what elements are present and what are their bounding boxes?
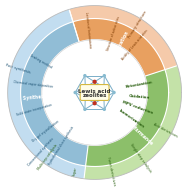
Polygon shape (73, 19, 165, 76)
Text: Conventional synthesis: Conventional synthesis (27, 137, 55, 167)
Circle shape (94, 91, 96, 94)
Text: Characterization: Characterization (105, 29, 130, 70)
Circle shape (84, 86, 86, 88)
Text: Acid derivatives: Acid derivatives (153, 122, 178, 138)
Text: Solid-state incorporation: Solid-state incorporation (16, 103, 53, 117)
Text: Catalytic performance: Catalytic performance (107, 104, 154, 146)
Circle shape (93, 102, 96, 105)
Text: Furan derivatives: Furan derivatives (106, 156, 116, 186)
Text: Chemical vapor deposition: Chemical vapor deposition (12, 81, 53, 89)
Text: MPV reduction: MPV reduction (121, 101, 153, 115)
Circle shape (84, 97, 86, 99)
Text: Post synthesis: Post synthesis (5, 63, 31, 75)
FancyBboxPatch shape (80, 84, 109, 101)
Text: Synthesis method: Synthesis method (22, 92, 70, 101)
Text: Single step catalysis: Single step catalysis (129, 143, 152, 174)
Circle shape (84, 108, 86, 110)
Polygon shape (8, 9, 86, 179)
Circle shape (84, 75, 86, 77)
Text: Ketonization: Ketonization (125, 80, 153, 89)
Text: Grafting method: Grafting method (29, 53, 52, 69)
Text: Sugar: Sugar (72, 166, 78, 177)
Text: Multistep catalysis: Multistep catalysis (36, 144, 58, 171)
Text: Hydrothermal direct synthesis: Hydrothermal direct synthesis (48, 125, 75, 166)
Text: Primary structure: Primary structure (127, 10, 147, 39)
Text: Location of heteroatoms: Location of heteroatoms (84, 12, 92, 49)
Polygon shape (42, 40, 147, 145)
Circle shape (103, 108, 105, 110)
Circle shape (103, 86, 105, 88)
Text: Isomerization: Isomerization (118, 108, 145, 129)
Circle shape (103, 75, 105, 77)
Text: zeolites: zeolites (82, 93, 107, 98)
Text: Dry gel crystallization: Dry gel crystallization (31, 119, 60, 143)
Text: Structure of active sites: Structure of active sites (106, 15, 121, 51)
Polygon shape (69, 5, 177, 70)
Circle shape (113, 91, 115, 94)
Polygon shape (8, 5, 182, 179)
Polygon shape (86, 70, 169, 167)
Polygon shape (21, 22, 88, 166)
Text: Oxidation: Oxidation (129, 94, 150, 99)
Polygon shape (84, 66, 182, 179)
Text: Acidity of Lewis acid sites: Acidity of Lewis acid sites (121, 29, 149, 61)
Circle shape (93, 80, 96, 83)
Circle shape (103, 97, 105, 99)
Circle shape (74, 91, 76, 94)
Text: Lewis acid: Lewis acid (78, 89, 111, 94)
